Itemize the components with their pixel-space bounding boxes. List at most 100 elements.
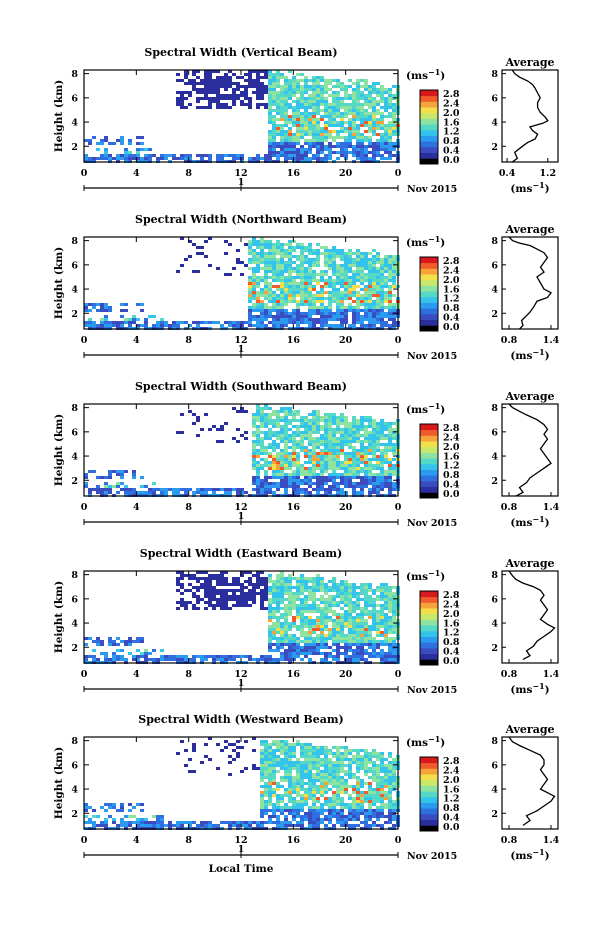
heatmap-cell bbox=[380, 634, 384, 637]
heatmap-cell bbox=[324, 416, 328, 419]
colorbar-swatch bbox=[420, 463, 438, 470]
heatmap-cell bbox=[352, 291, 356, 294]
heatmap-cell bbox=[192, 321, 196, 324]
heatmap-cell bbox=[328, 437, 332, 440]
heatmap-cell bbox=[236, 488, 240, 491]
heatmap-cell bbox=[384, 255, 388, 258]
heatmap-cell bbox=[120, 139, 124, 142]
heatmap-cell bbox=[300, 574, 304, 577]
heatmap-cell bbox=[216, 94, 220, 97]
x-tick-label: 4 bbox=[133, 669, 140, 680]
heatmap-cell bbox=[248, 279, 252, 282]
heatmap-cell bbox=[316, 151, 320, 154]
heatmap-cell bbox=[312, 470, 316, 473]
heatmap-cell bbox=[280, 613, 284, 616]
heatmap-cell bbox=[292, 82, 296, 85]
heatmap-cell bbox=[392, 628, 396, 631]
heatmap-cell bbox=[176, 589, 180, 592]
heatmap-cell bbox=[300, 464, 304, 467]
heatmap-cell bbox=[184, 70, 188, 73]
heatmap-cell bbox=[324, 458, 328, 461]
heatmap-cell bbox=[352, 586, 356, 589]
heatmap-cell bbox=[256, 452, 260, 455]
heatmap-cell bbox=[232, 100, 236, 103]
heatmap-cell bbox=[312, 577, 316, 580]
heatmap-cell bbox=[264, 258, 268, 261]
heatmap-cell bbox=[368, 589, 372, 592]
heatmap-cell bbox=[380, 300, 384, 303]
heatmap-cell bbox=[280, 458, 284, 461]
heatmap-cell bbox=[348, 112, 352, 115]
heatmap-cell bbox=[284, 634, 288, 637]
heatmap-cell bbox=[352, 151, 356, 154]
heatmap-cell bbox=[192, 574, 196, 577]
heatmap-cell bbox=[320, 461, 324, 464]
heatmap-cell bbox=[268, 821, 272, 824]
heatmap-cell bbox=[244, 767, 248, 770]
heatmap-cell bbox=[224, 604, 228, 607]
heatmap-cell bbox=[216, 824, 220, 827]
heatmap-cell bbox=[368, 610, 372, 613]
heatmap-cell bbox=[344, 273, 348, 276]
heatmap-cell bbox=[308, 595, 312, 598]
heatmap-cell bbox=[260, 758, 264, 761]
heatmap-cell bbox=[364, 118, 368, 121]
heatmap-cell bbox=[368, 121, 372, 124]
heatmap-cell bbox=[228, 491, 232, 494]
heatmap-cell bbox=[232, 82, 236, 85]
heatmap-cell bbox=[272, 616, 276, 619]
heatmap-cell bbox=[184, 106, 188, 109]
heatmap-cell bbox=[288, 261, 292, 264]
colorbar-swatch bbox=[420, 279, 438, 286]
heatmap-cell bbox=[388, 622, 392, 625]
heatmap-cell bbox=[332, 604, 336, 607]
heatmap-cell bbox=[268, 258, 272, 261]
heatmap-cell bbox=[380, 85, 384, 88]
heatmap-cell bbox=[280, 100, 284, 103]
heatmap-cell bbox=[296, 154, 300, 157]
heatmap-cell bbox=[328, 94, 332, 97]
heatmap-cell bbox=[284, 758, 288, 761]
heatmap-cell bbox=[252, 592, 256, 595]
heatmap-cell bbox=[276, 100, 280, 103]
heatmap-cell bbox=[100, 491, 104, 494]
heatmap-cell bbox=[196, 321, 200, 324]
heatmap-cell bbox=[380, 261, 384, 264]
heatmap-cell bbox=[304, 491, 308, 494]
heatmap-cell bbox=[220, 571, 224, 574]
heatmap-cell bbox=[340, 449, 344, 452]
heatmap-cell bbox=[360, 303, 364, 306]
heatmap-cell bbox=[212, 595, 216, 598]
heatmap-cell bbox=[260, 595, 264, 598]
heatmap-cell bbox=[228, 243, 232, 246]
colorbar-tick-label: 0.4 bbox=[443, 313, 460, 324]
heatmap-cell bbox=[292, 434, 296, 437]
heatmap-cell bbox=[208, 157, 212, 160]
heatmap-cell bbox=[316, 485, 320, 488]
heatmap-cell bbox=[272, 88, 276, 91]
heatmap-cell bbox=[336, 315, 340, 318]
heatmap-cell bbox=[372, 109, 376, 112]
heatmap-cell bbox=[300, 470, 304, 473]
profile-y-tick-label: 8 bbox=[491, 570, 498, 581]
heatmap-cell bbox=[328, 434, 332, 437]
heatmap-cell bbox=[368, 85, 372, 88]
heatmap-cell bbox=[120, 803, 124, 806]
heatmap-cell bbox=[308, 297, 312, 300]
heatmap-cell bbox=[376, 82, 380, 85]
heatmap-cell bbox=[200, 321, 204, 324]
heatmap-cell bbox=[284, 631, 288, 634]
heatmap-cell bbox=[364, 637, 368, 640]
heatmap-cell bbox=[260, 658, 264, 661]
heatmap-cell bbox=[216, 321, 220, 324]
heatmap-cell bbox=[304, 449, 308, 452]
heatmap-cell bbox=[268, 467, 272, 470]
heatmap-cell bbox=[268, 752, 272, 755]
y-axis-label: Height (km) bbox=[53, 581, 65, 653]
heatmap-cell bbox=[356, 276, 360, 279]
heatmap-cell bbox=[392, 154, 396, 157]
heatmap-cell bbox=[232, 595, 236, 598]
heatmap-cell bbox=[336, 464, 340, 467]
heatmap-cell bbox=[352, 458, 356, 461]
heatmap-cell bbox=[276, 583, 280, 586]
